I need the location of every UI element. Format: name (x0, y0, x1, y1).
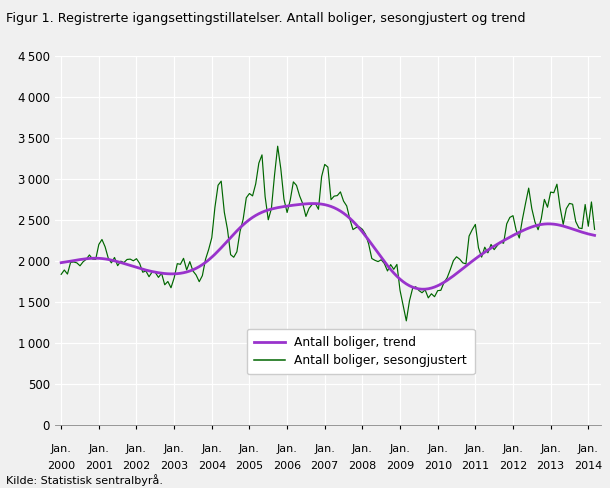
Text: Jan.: Jan. (390, 444, 411, 454)
Text: Kilde: Statistisk sentralbyrå.: Kilde: Statistisk sentralbyrå. (6, 474, 163, 486)
Text: 2009: 2009 (386, 461, 414, 470)
Text: 2013: 2013 (537, 461, 565, 470)
Text: 2004: 2004 (198, 461, 226, 470)
Text: 2002: 2002 (123, 461, 151, 470)
Text: 2003: 2003 (160, 461, 188, 470)
Text: Jan.: Jan. (427, 444, 448, 454)
Text: Jan.: Jan. (51, 444, 71, 454)
Text: 2001: 2001 (85, 461, 113, 470)
Text: Jan.: Jan. (465, 444, 486, 454)
Text: Jan.: Jan. (239, 444, 260, 454)
Text: Jan.: Jan. (314, 444, 335, 454)
Text: 2005: 2005 (235, 461, 264, 470)
Text: 2006: 2006 (273, 461, 301, 470)
Legend: Antall boliger, trend, Antall boliger, sesongjustert: Antall boliger, trend, Antall boliger, s… (247, 329, 475, 374)
Text: 2014: 2014 (574, 461, 603, 470)
Text: Jan.: Jan. (126, 444, 147, 454)
Text: Jan.: Jan. (88, 444, 109, 454)
Text: Jan.: Jan. (277, 444, 298, 454)
Text: 2010: 2010 (423, 461, 452, 470)
Text: 2007: 2007 (310, 461, 339, 470)
Text: 2012: 2012 (499, 461, 527, 470)
Text: 2000: 2000 (47, 461, 75, 470)
Text: 2008: 2008 (348, 461, 376, 470)
Text: Jan.: Jan. (503, 444, 523, 454)
Text: Jan.: Jan. (540, 444, 561, 454)
Text: Jan.: Jan. (352, 444, 373, 454)
Text: Figur 1. Registrerte igangsettingstillatelser. Antall boliger, sesongjustert og : Figur 1. Registrerte igangsettingstillat… (6, 12, 526, 25)
Text: Jan.: Jan. (201, 444, 222, 454)
Text: 2011: 2011 (461, 461, 489, 470)
Text: Jan.: Jan. (578, 444, 599, 454)
Text: Jan.: Jan. (163, 444, 185, 454)
